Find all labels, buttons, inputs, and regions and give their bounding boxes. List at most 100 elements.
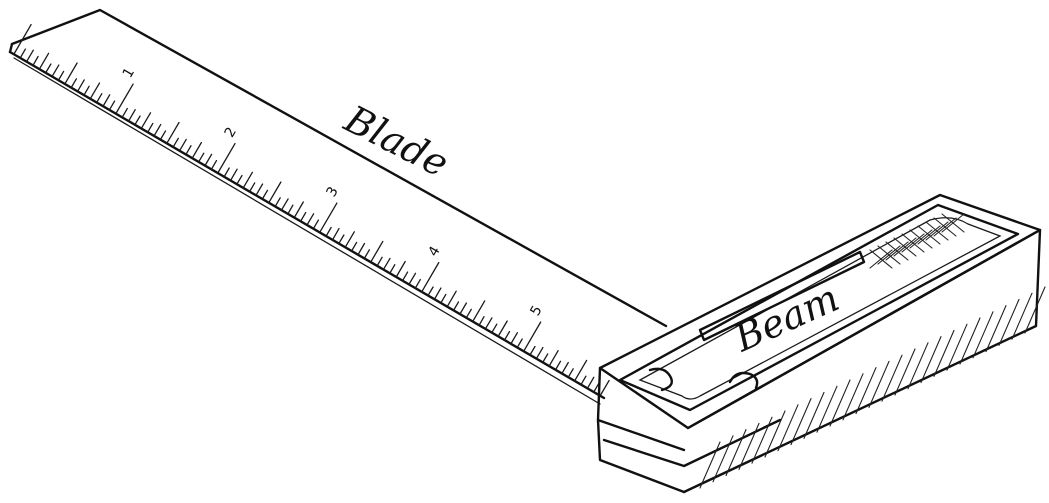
scale-number: 5 bbox=[527, 303, 545, 319]
hatch-stroke bbox=[933, 329, 955, 377]
graduation-tick bbox=[70, 78, 78, 89]
graduation-tick bbox=[13, 23, 32, 55]
graduation-tick bbox=[38, 52, 50, 70]
graduation-tick bbox=[319, 202, 338, 234]
blade-top-edge bbox=[10, 8, 668, 328]
graduation-tick bbox=[529, 345, 536, 356]
scale-number: 4 bbox=[425, 244, 443, 260]
graduation-tick bbox=[96, 93, 103, 103]
hatch-stroke bbox=[909, 229, 933, 249]
graduation-tick bbox=[147, 122, 154, 133]
graduation-tick bbox=[427, 286, 434, 297]
graduation-tick bbox=[542, 353, 549, 364]
hatch-stroke bbox=[959, 317, 981, 365]
graduation-tick bbox=[440, 293, 447, 304]
graduation-tick bbox=[573, 359, 588, 382]
hatch-stroke bbox=[751, 416, 773, 464]
graduation-tick bbox=[102, 94, 111, 107]
graduation-tick bbox=[561, 361, 569, 375]
hatch-stroke bbox=[941, 213, 965, 233]
blade-graduations bbox=[13, 23, 610, 397]
graduation-tick bbox=[57, 70, 65, 81]
graduation-tick bbox=[459, 302, 468, 315]
blade-far-end bbox=[8, 42, 14, 54]
hatch-stroke bbox=[790, 398, 812, 446]
graduation-tick bbox=[19, 48, 27, 59]
graduation-tick bbox=[548, 350, 559, 367]
graduation-tick bbox=[293, 201, 304, 219]
graduation-tick bbox=[535, 346, 544, 360]
graduation-tick bbox=[389, 264, 396, 274]
hatch-stroke bbox=[869, 249, 893, 269]
graduation-tick bbox=[166, 121, 180, 144]
graduation-tick bbox=[32, 55, 39, 66]
graduation-tick bbox=[395, 260, 406, 278]
graduation-tick bbox=[26, 49, 34, 63]
hatch-stroke bbox=[868, 360, 890, 408]
hatch-stroke bbox=[829, 379, 851, 427]
graduation-tick bbox=[446, 290, 457, 308]
graduation-tick bbox=[401, 271, 409, 282]
graduation-tick bbox=[223, 167, 230, 178]
graduation-tick bbox=[77, 79, 85, 92]
graduation-tick bbox=[108, 100, 116, 111]
hatch-stroke bbox=[972, 311, 994, 359]
hatch-stroke bbox=[725, 429, 747, 477]
hatch-stroke bbox=[803, 391, 825, 439]
scale-number: 2 bbox=[222, 125, 240, 141]
hatch-stroke bbox=[907, 342, 929, 390]
hatch-stroke bbox=[998, 298, 1020, 346]
graduation-tick bbox=[299, 211, 307, 222]
graduation-tick bbox=[497, 320, 508, 338]
graduation-tick bbox=[312, 219, 320, 230]
hatch-stroke bbox=[842, 373, 864, 421]
graduation-tick bbox=[242, 171, 254, 189]
graduation-tick bbox=[217, 142, 236, 174]
hatch-stroke bbox=[764, 410, 786, 458]
blade-label: Blade bbox=[337, 96, 455, 185]
beam-recess-inner bbox=[638, 217, 1002, 400]
graduation-tick bbox=[261, 189, 269, 200]
beam-front-face bbox=[682, 228, 1042, 494]
graduation-tick bbox=[198, 152, 205, 163]
hatch-stroke bbox=[925, 221, 949, 241]
graduation-tick bbox=[433, 287, 442, 300]
graduation-tick bbox=[153, 123, 162, 137]
graduation-tick bbox=[363, 249, 371, 260]
hatch-stroke bbox=[1024, 286, 1046, 334]
beam-rivet-notch-2 bbox=[728, 371, 759, 390]
beam-rivet-notch-1 bbox=[648, 367, 673, 392]
hatch-stroke bbox=[699, 441, 721, 489]
graduation-tick bbox=[280, 198, 289, 211]
graduation-tick bbox=[172, 137, 179, 148]
graduation-tick bbox=[510, 332, 519, 345]
hatch-stroke bbox=[1011, 292, 1033, 340]
hatch-stroke bbox=[920, 336, 942, 384]
hatch-stroke bbox=[985, 305, 1007, 353]
graduation-tick bbox=[414, 278, 421, 289]
hatch-stroke bbox=[946, 323, 968, 371]
blade-scale-numbers: 1 2 3 4 5 bbox=[120, 65, 546, 319]
graduation-tick bbox=[465, 308, 472, 319]
graduation-tick bbox=[484, 317, 493, 330]
beam-recess-outer bbox=[618, 203, 1020, 412]
graduation-tick bbox=[64, 62, 78, 85]
hatch-stroke bbox=[881, 354, 903, 402]
graduation-tick bbox=[491, 323, 498, 334]
hatch-stroke bbox=[738, 422, 760, 470]
hatch-stroke bbox=[893, 237, 917, 257]
scale-number: 1 bbox=[120, 65, 138, 81]
graduation-tick bbox=[325, 226, 332, 237]
graduation-tick bbox=[121, 107, 128, 118]
graduation-tick bbox=[408, 272, 417, 286]
graduation-tick bbox=[599, 379, 610, 397]
graduation-tick bbox=[128, 109, 136, 122]
graduation-tick bbox=[522, 321, 542, 353]
graduation-tick bbox=[567, 368, 574, 379]
graduation-tick bbox=[503, 330, 511, 341]
graduation-tick bbox=[191, 141, 203, 159]
graduation-tick bbox=[210, 159, 218, 170]
hatch-stroke bbox=[885, 241, 909, 261]
graduation-tick bbox=[554, 360, 562, 371]
